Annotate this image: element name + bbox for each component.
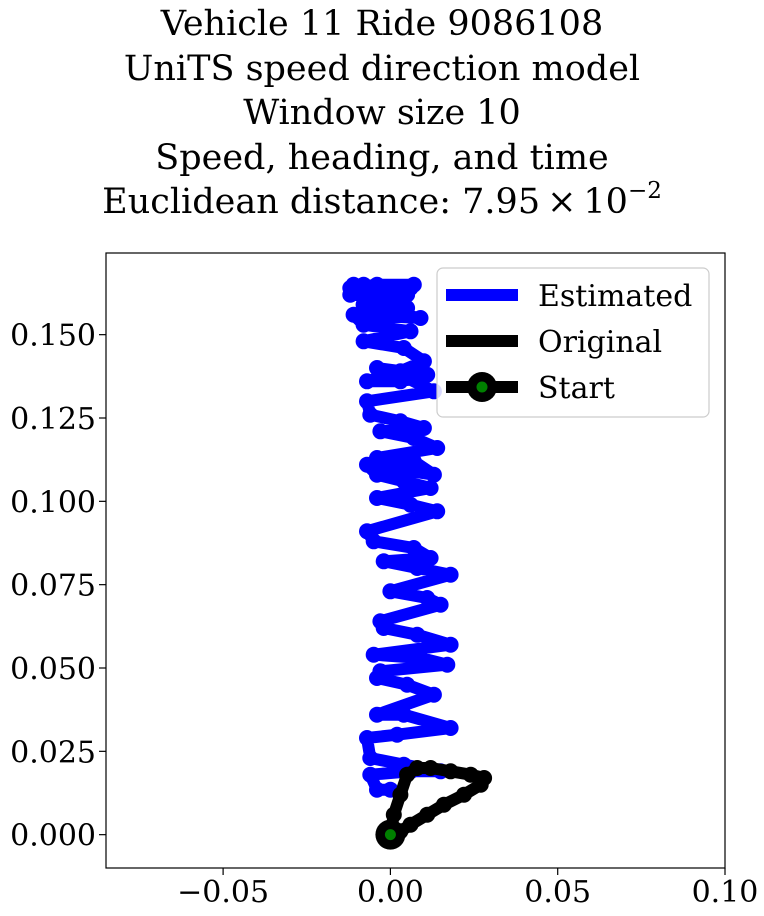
data-point-estimated [362, 750, 379, 766]
legend-box [436, 267, 710, 418]
x-tick-label: −0.05 [177, 875, 269, 910]
data-point-original [442, 763, 459, 780]
ticks-layer: −0.05 0.00 0.05 0.10 0.000 0.025 0.050 0.075 0.1… [10, 319, 758, 910]
data-point-estimated [442, 636, 459, 653]
x-tick-label: 0.10 [692, 875, 759, 910]
data-point-estimated [372, 303, 389, 320]
data-point-estimated [419, 590, 436, 606]
data-point-estimated [442, 566, 459, 583]
data-point-estimated [362, 406, 379, 423]
data-point-estimated [412, 310, 429, 326]
x-tick-label: 0.00 [357, 875, 424, 910]
y-tick-label: 0.025 [10, 735, 96, 770]
y-tick-label: 0.125 [10, 402, 96, 437]
data-point-estimated [382, 583, 399, 600]
y-tick-label: 0.000 [10, 819, 96, 854]
data-point-estimated [409, 560, 426, 576]
data-point-original [435, 796, 452, 813]
title-line-5-exponent: −2 [627, 178, 662, 204]
data-point-estimated [412, 650, 429, 666]
chart-title: Vehicle 11 Ride 9086108 UniTS speed dire… [0, 0, 764, 225]
title-line-3: Window size 10 [243, 93, 521, 133]
data-point-estimated [389, 283, 406, 300]
start-marker-dot [384, 829, 396, 841]
data-point-original [456, 786, 472, 803]
data-point-estimated [359, 393, 375, 410]
data-point-estimated [405, 453, 422, 470]
data-point-original [472, 776, 489, 793]
title-line-4: Speed, heading, and time [155, 137, 609, 178]
data-point-estimated [355, 316, 372, 333]
legend-swatch-start-dot [476, 381, 488, 393]
data-point-estimated [359, 373, 375, 390]
data-point-estimated [372, 663, 389, 680]
data-point-estimated [419, 366, 436, 383]
data-point-estimated [439, 656, 456, 673]
y-tick-label: 0.150 [10, 319, 96, 354]
data-point-estimated [342, 280, 359, 296]
data-point-estimated [369, 450, 385, 466]
y-tick-label: 0.100 [10, 485, 96, 520]
data-point-estimated [369, 490, 385, 506]
data-point-estimated [365, 646, 382, 663]
data-point-original [392, 786, 409, 803]
data-point-estimated [395, 473, 412, 490]
data-point-estimated [409, 626, 426, 643]
data-point-estimated [345, 306, 362, 323]
data-point-estimated [362, 766, 379, 783]
data-point-estimated [429, 503, 446, 520]
data-point-estimated [402, 280, 419, 296]
title-line-1: Vehicle 11 Ride 9086108 [160, 4, 604, 44]
data-point-estimated [405, 540, 422, 556]
axes-frame [105, 252, 726, 869]
data-point-estimated [369, 466, 385, 483]
data-point-estimated [372, 613, 389, 630]
legend-label-original: Original [538, 325, 662, 360]
data-point-original [422, 760, 439, 776]
title-line-2: UniTS speed direction model [123, 48, 641, 89]
data-point-estimated [442, 720, 459, 736]
data-point-estimated [369, 781, 385, 798]
data-point-estimated [355, 296, 372, 313]
data-point-estimated [432, 596, 449, 613]
title-line-5-text: Euclidean distance: 7.95 × 10 [102, 182, 628, 222]
data-point-estimated [429, 440, 446, 456]
legend: Estimated Original Start [436, 267, 710, 418]
data-point-estimated [369, 706, 385, 723]
data-point-estimated [392, 363, 409, 380]
data-point-estimated [405, 430, 422, 446]
legend-label-start: Start [538, 371, 615, 406]
data-point-estimated [355, 333, 372, 350]
data-point-estimated [375, 553, 392, 570]
data-point-estimated [395, 340, 412, 356]
data-point-estimated [425, 686, 442, 703]
y-tick-label: 0.050 [10, 652, 96, 687]
data-point-estimated [369, 360, 385, 376]
data-point-estimated [399, 676, 416, 693]
x-tick-label: 0.05 [524, 875, 591, 910]
y-tick-label: 0.075 [10, 569, 96, 604]
data-point-original [462, 766, 479, 783]
data-point-estimated [359, 523, 375, 540]
data-point-estimated [395, 706, 412, 723]
data-point-estimated [372, 423, 389, 440]
data-point-estimated [369, 276, 385, 293]
legend-label-estimated: Estimated [538, 279, 692, 314]
data-point-original [385, 806, 402, 823]
series-layer [342, 276, 493, 850]
title-line-5: Euclidean distance: 7.95 × 10−2 [0, 180, 764, 225]
data-point-estimated [389, 726, 406, 743]
data-point-estimated [425, 466, 442, 483]
data-point-estimated [402, 496, 419, 513]
data-point-estimated [422, 480, 439, 496]
data-point-estimated [402, 323, 419, 340]
data-point-original [419, 806, 436, 823]
data-point-estimated [359, 730, 375, 746]
data-point-original [409, 760, 426, 776]
data-point-estimated [392, 413, 409, 430]
data-point-estimated [422, 550, 439, 566]
data-point-estimated [415, 353, 432, 370]
data-point-estimated [415, 420, 432, 436]
